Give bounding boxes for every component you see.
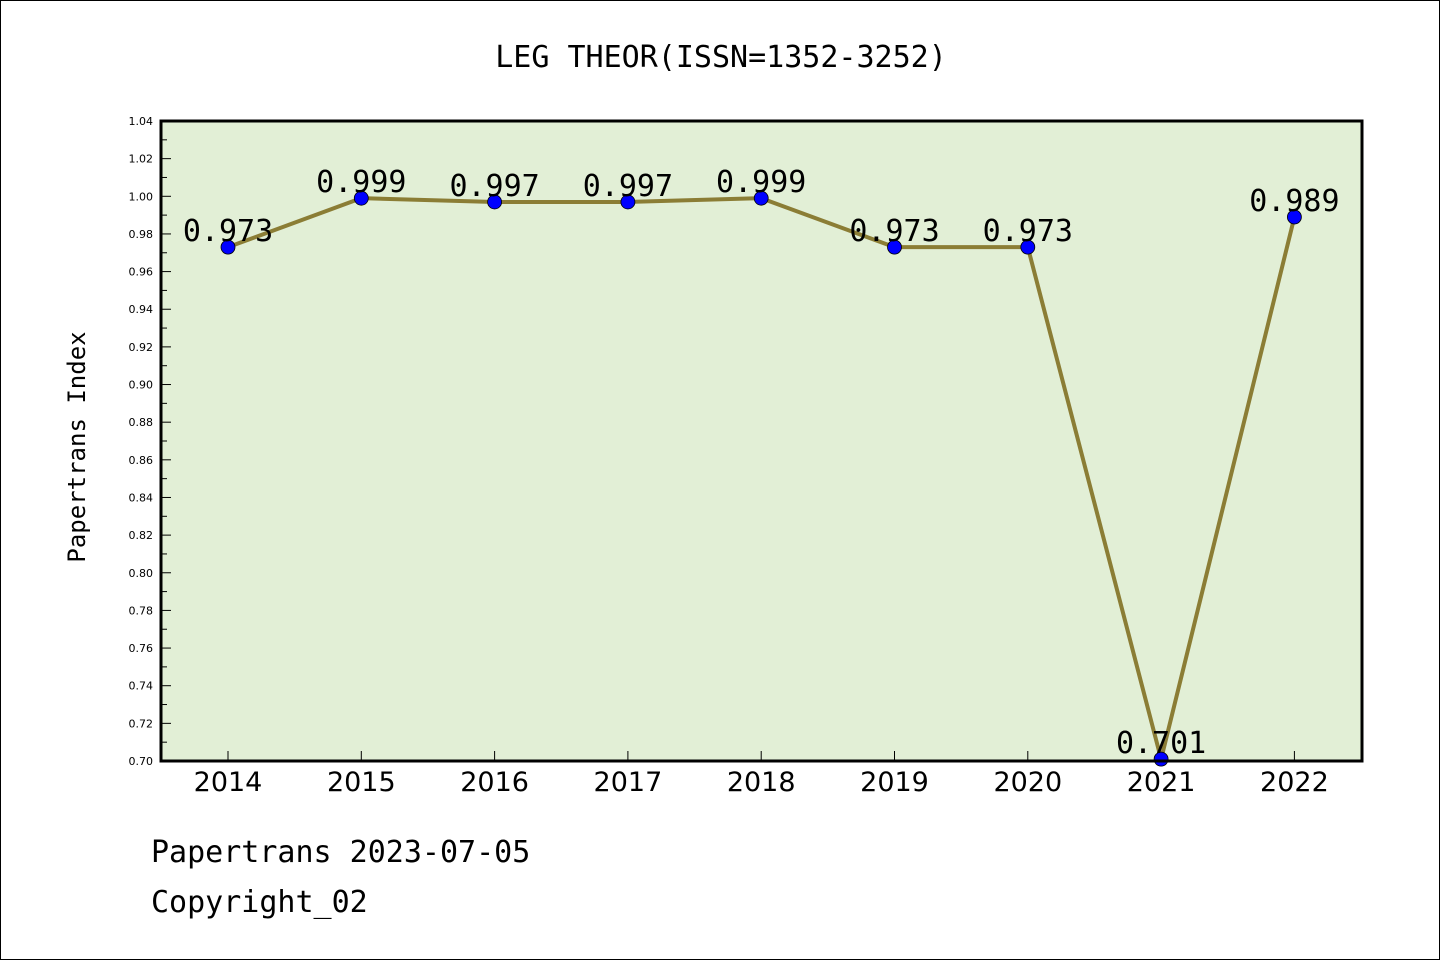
y-tick-label: 0.98 [129, 228, 154, 241]
x-tick-label: 2018 [727, 767, 796, 798]
data-point [1287, 209, 1302, 225]
data-point [887, 239, 902, 255]
footer-date: Papertrans 2023-07-05 [151, 835, 531, 870]
x-tick-label: 2021 [1127, 767, 1196, 798]
data-point [220, 239, 236, 255]
data-point [753, 190, 769, 206]
data-label: 0.973 [983, 214, 1073, 249]
y-tick-label: 0.94 [129, 303, 154, 316]
y-tick-label: 0.84 [129, 491, 154, 504]
data-point [353, 190, 369, 206]
data-label: 0.973 [183, 214, 273, 249]
y-tick-label: 1.00 [129, 190, 154, 203]
y-tick-label: 0.72 [129, 717, 154, 730]
chart-title: LEG THEOR(ISSN=1352-3252) [495, 40, 947, 75]
data-label: 0.999 [316, 165, 406, 200]
y-tick-label: 0.70 [129, 755, 154, 768]
series-layer: 0.973 0.999 0.997 0.997 0.999 0.973 0.973 0.701… [183, 165, 1340, 767]
x-tick-label: 2016 [460, 767, 529, 798]
y-tick-label: 0.80 [129, 567, 154, 580]
x-axis: 2014 2015 2016 2017 2018 2019 2020 2021 2022 [194, 751, 1329, 798]
y-tick-label: 0.90 [129, 379, 154, 392]
y-tick-label: 0.78 [129, 604, 154, 617]
data-label: 0.973 [849, 214, 939, 249]
y-tick-label: 0.96 [129, 266, 154, 279]
data-point [487, 194, 503, 210]
x-tick-label: 2020 [993, 767, 1062, 798]
footer-copyright: Copyright_02 [151, 885, 368, 920]
plot-area [161, 121, 1362, 761]
y-tick-label: 0.74 [129, 680, 154, 693]
data-label: 0.997 [449, 169, 539, 204]
x-tick-label: 2017 [594, 767, 663, 798]
plot-border [159, 119, 1364, 763]
y-tick-label: 0.86 [129, 454, 154, 467]
x-tick-label: 2022 [1260, 767, 1329, 798]
x-tick-label: 2015 [327, 767, 396, 798]
y-tick-label: 0.82 [129, 529, 154, 542]
y-tick-label: 1.04 [129, 115, 154, 128]
y-tick-label: 0.76 [129, 642, 154, 655]
data-point [1020, 239, 1036, 255]
y-axis: 0.70 0.72 0.74 0.76 0.78 0.80 0.82 0.84 0.86 0.88… [129, 115, 171, 768]
data-point [1153, 751, 1169, 767]
data-label: 0.997 [583, 169, 673, 204]
y-tick-label: 0.88 [129, 416, 154, 429]
data-point [620, 194, 636, 210]
data-label: 0.989 [1249, 184, 1339, 219]
y-axis-label: Papertrans Index [63, 331, 91, 562]
y-tick-label: 1.02 [129, 153, 154, 166]
data-label: 0.701 [1116, 726, 1206, 761]
y-tick-label: 0.92 [129, 341, 154, 354]
x-tick-label: 2019 [860, 767, 929, 798]
x-tick-label: 2014 [194, 767, 263, 798]
data-label: 0.999 [716, 165, 806, 200]
